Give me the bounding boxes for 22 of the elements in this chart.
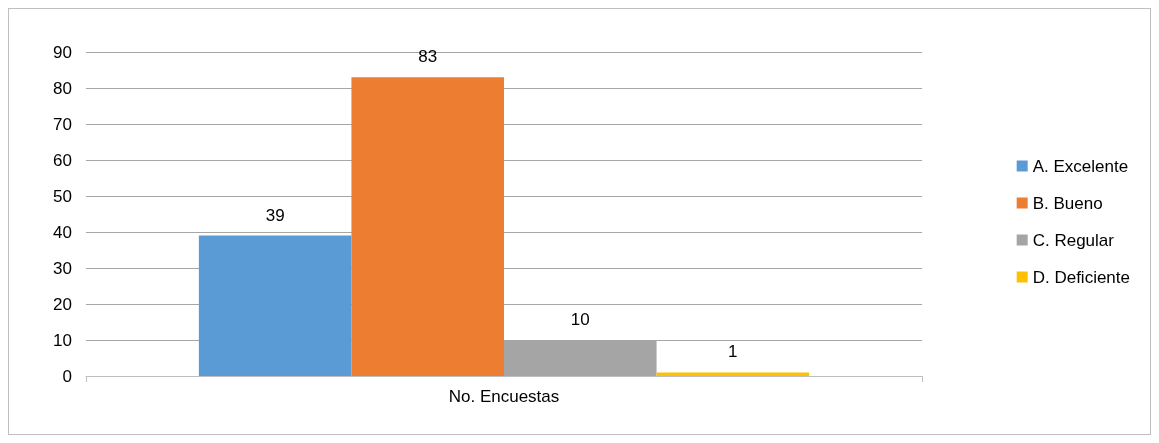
y-tick-label: 30 bbox=[53, 258, 72, 278]
y-tick-label: 70 bbox=[53, 114, 72, 134]
y-tick-label: 90 bbox=[53, 42, 72, 62]
y-tick-label: 20 bbox=[53, 294, 72, 314]
y-tick-label: 50 bbox=[53, 186, 72, 206]
data-label: 83 bbox=[418, 47, 438, 67]
y-tick-label: 80 bbox=[53, 78, 72, 98]
y-tick-label: 10 bbox=[53, 330, 72, 350]
legend-label: B. Bueno bbox=[1032, 193, 1103, 213]
y-tick-label: 60 bbox=[53, 150, 72, 170]
legend-label: A. Excelente bbox=[1032, 156, 1129, 176]
data-label: 1 bbox=[728, 342, 738, 362]
data-label: 39 bbox=[265, 205, 285, 225]
legend-label: D. Deficiente bbox=[1032, 267, 1131, 287]
data-label: 10 bbox=[570, 310, 590, 329]
x-tick-label: No. Encuestas bbox=[448, 387, 560, 406]
bar bbox=[198, 235, 352, 376]
y-tick-label: 40 bbox=[53, 222, 72, 242]
y-tick-label: 0 bbox=[62, 366, 72, 386]
bar bbox=[656, 372, 810, 376]
bar bbox=[351, 77, 504, 376]
legend-label: C. Regular bbox=[1032, 230, 1115, 250]
